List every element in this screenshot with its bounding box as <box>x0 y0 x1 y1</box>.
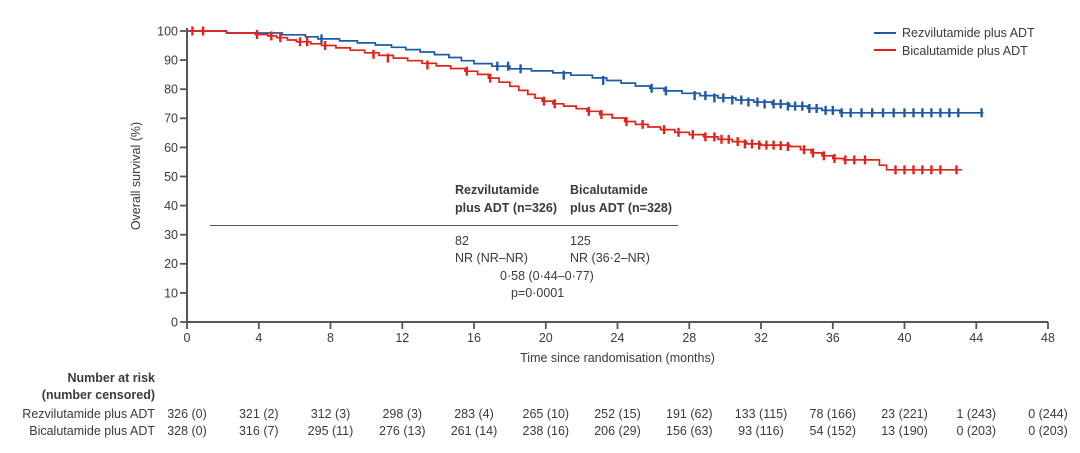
risk-value: 0 (244) <box>1028 407 1068 421</box>
risk-value: 252 (15) <box>594 407 641 421</box>
risk-value: 328 (0) <box>167 424 207 438</box>
stats-events-rezvilutamide: 82 <box>455 234 469 248</box>
stats-col-header-bicalutamide: Bicalutamide plus ADT (n=328) <box>570 182 672 217</box>
x-axis-title: Time since randomisation (months) <box>520 351 715 365</box>
x-tick-label: 28 <box>682 331 696 345</box>
stats-col-header-rezvilutamide: Rezvilutamide plus ADT (n=326) <box>455 182 557 217</box>
risk-value: 316 (7) <box>238 424 279 438</box>
risk-value: 156 (63) <box>666 424 713 438</box>
risk-value: 206 (29) <box>594 424 641 438</box>
y-tick-label: 20 <box>164 257 178 271</box>
stats-hazard-ratio-value: 0·58 (0·44–0·77) <box>500 269 594 283</box>
stats-events-bicalutamide: 125 <box>570 234 591 248</box>
x-tick-label: 40 <box>898 331 912 345</box>
y-axis-title: Overall survival (%) <box>129 121 143 231</box>
y-tick-label: 0 <box>171 315 178 329</box>
risk-value: 261 (14) <box>450 424 498 438</box>
stats-median-bicalutamide: NR (36·2–NR) <box>570 251 650 265</box>
x-tick-label: 8 <box>327 331 334 345</box>
y-tick-label: 50 <box>164 170 178 184</box>
risk-value: 54 (152) <box>809 424 857 438</box>
survival-curve-rezvilutamide <box>187 30 984 114</box>
stats-col1-line2: plus ADT (n=326) <box>455 200 557 215</box>
risk-value: 276 (13) <box>379 424 426 438</box>
y-tick-label: 70 <box>164 112 178 126</box>
survival-curve-bicalutamide <box>187 30 962 171</box>
risk-value: 295 (11) <box>307 424 354 438</box>
risk-row-label-bicalutamide: Bicalutamide plus ADT <box>29 424 155 438</box>
x-tick-label: 12 <box>395 331 409 345</box>
x-tick-label: 16 <box>467 331 481 345</box>
stats-col2-line1: Bicalutamide <box>570 183 648 197</box>
risk-value: 93 (116) <box>738 424 784 438</box>
y-tick-label: 40 <box>164 199 178 213</box>
risk-table-header: Number at risk (number censored) <box>42 370 155 404</box>
stats-col1-line1: Rezvilutamide <box>455 183 540 197</box>
stats-p-value: p=0·0001 <box>511 286 565 300</box>
risk-value: 265 (10) <box>522 407 570 421</box>
legend-item-bicalutamide: Bicalutamide plus ADT <box>874 43 1035 61</box>
x-tick-label: 48 <box>1041 331 1055 345</box>
x-tick-label: 20 <box>539 331 553 345</box>
y-tick-label: 60 <box>164 141 178 155</box>
stats-median-rezvilutamide: NR (NR–NR) <box>455 251 528 265</box>
risk-value: 312 (3) <box>310 407 351 421</box>
x-tick-label: 4 <box>255 331 262 345</box>
stats-col2-line2: plus ADT (n=328) <box>570 200 672 215</box>
risk-value: 13 (190) <box>881 424 928 438</box>
y-tick-label: 80 <box>164 83 178 97</box>
risk-value: 1 (243) <box>956 407 997 421</box>
y-tick-label: 10 <box>164 286 178 300</box>
legend-item-rezvilutamide: Rezvilutamide plus ADT <box>874 25 1035 43</box>
risk-header-line1: Number at risk <box>67 371 155 385</box>
risk-value: 78 (166) <box>809 407 857 421</box>
legend: Rezvilutamide plus ADT Bicalutamide plus… <box>874 25 1035 60</box>
risk-row-label-rezvilutamide: Rezvilutamide plus ADT <box>22 407 155 421</box>
legend-label-rezvilutamide: Rezvilutamide plus ADT <box>902 26 1035 40</box>
stats-table-rule <box>210 225 678 226</box>
risk-header-line2: (number censored) <box>41 388 155 402</box>
x-tick-label: 44 <box>969 331 983 345</box>
legend-label-bicalutamide: Bicalutamide plus ADT <box>902 43 1028 58</box>
axes <box>186 28 1048 323</box>
risk-value: 0 (203) <box>956 424 997 438</box>
risk-value: 133 (115) <box>734 407 788 421</box>
risk-value: 283 (4) <box>454 407 494 421</box>
risk-value: 321 (2) <box>238 407 279 421</box>
risk-value: 298 (3) <box>382 407 423 421</box>
risk-value: 238 (16) <box>522 424 570 438</box>
bicalutamide-line-swatch <box>874 49 896 52</box>
risk-value: 0 (203) <box>1028 424 1068 438</box>
x-tick-label: 0 <box>184 331 191 345</box>
risk-value: 23 (221) <box>881 407 928 421</box>
risk-value: 191 (62) <box>666 407 713 421</box>
y-tick-label: 30 <box>164 228 178 242</box>
x-tick-label: 24 <box>611 331 625 345</box>
rezvilutamide-line-swatch <box>874 31 896 34</box>
risk-value: 326 (0) <box>167 407 207 421</box>
x-tick-label: 32 <box>754 331 768 345</box>
y-tick-label: 90 <box>164 53 178 67</box>
y-tick-label: 100 <box>157 24 178 38</box>
x-tick-label: 36 <box>826 331 840 345</box>
